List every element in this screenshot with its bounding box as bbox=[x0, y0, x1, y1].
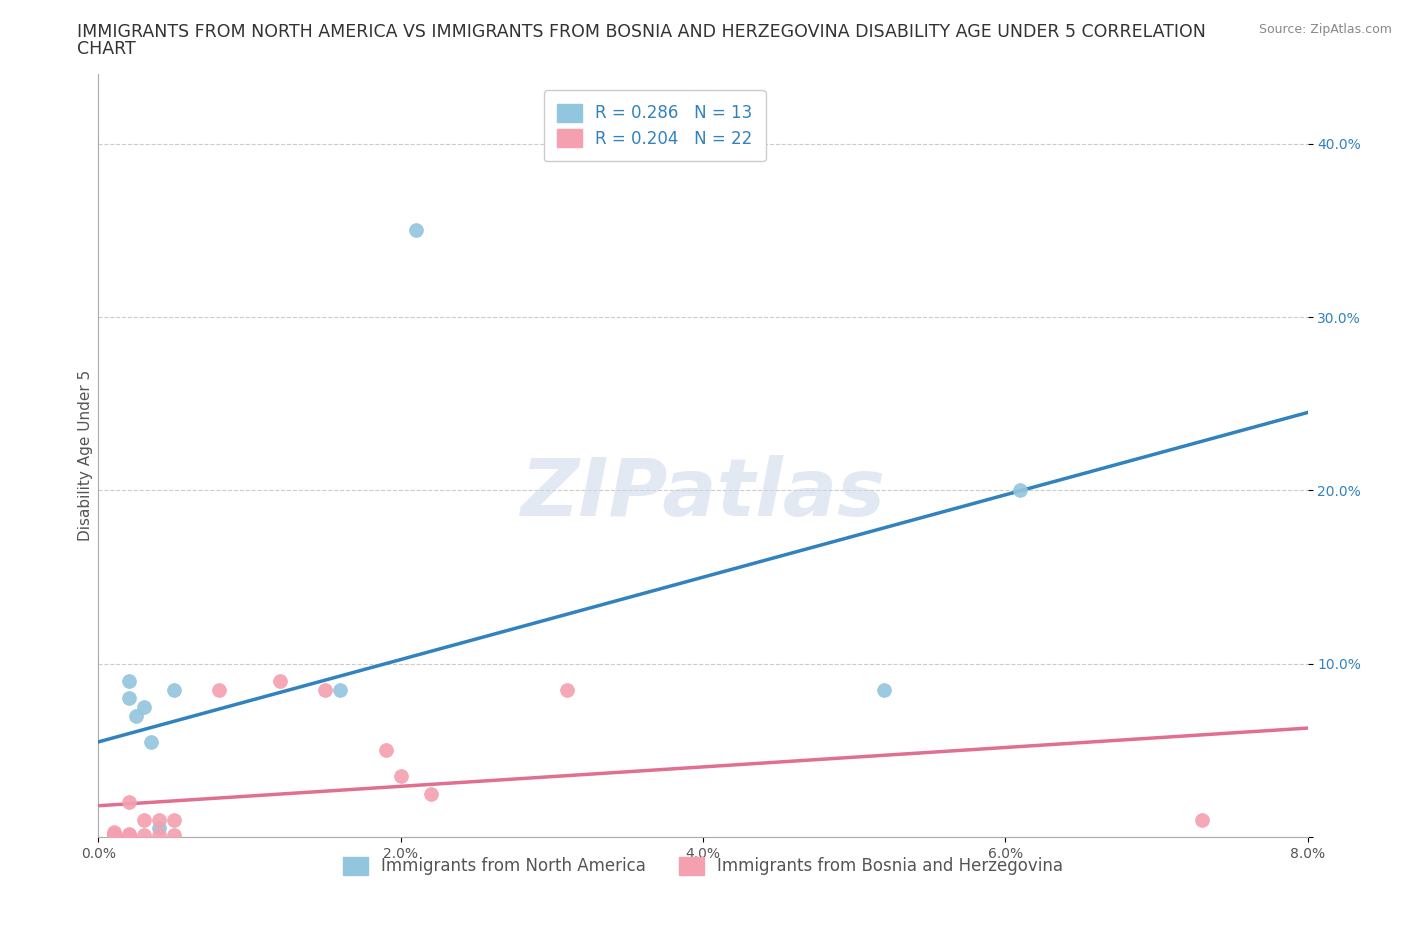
Point bbox=[118, 828, 141, 843]
Point bbox=[163, 683, 186, 698]
Text: ZIPatlas: ZIPatlas bbox=[520, 455, 886, 533]
Point bbox=[1010, 483, 1032, 498]
Point bbox=[374, 743, 396, 758]
Point bbox=[141, 735, 163, 750]
Point bbox=[132, 828, 155, 843]
Point bbox=[163, 812, 186, 827]
Point bbox=[1191, 812, 1213, 827]
Point bbox=[329, 683, 352, 698]
Y-axis label: Disability Age Under 5: Disability Age Under 5 bbox=[77, 370, 93, 541]
Point bbox=[269, 673, 291, 688]
Point bbox=[103, 828, 125, 843]
Point bbox=[148, 812, 170, 827]
Point bbox=[103, 828, 125, 843]
Text: CHART: CHART bbox=[77, 40, 136, 58]
Point bbox=[555, 683, 578, 698]
Point bbox=[163, 828, 186, 843]
Point bbox=[132, 699, 155, 714]
Point bbox=[103, 828, 125, 843]
Point bbox=[118, 673, 141, 688]
Point bbox=[103, 828, 125, 843]
Text: Source: ZipAtlas.com: Source: ZipAtlas.com bbox=[1258, 23, 1392, 36]
Legend: Immigrants from North America, Immigrants from Bosnia and Herzegovina: Immigrants from North America, Immigrant… bbox=[336, 850, 1070, 882]
Point bbox=[420, 786, 443, 801]
Point bbox=[103, 826, 125, 841]
Point bbox=[103, 826, 125, 841]
Point bbox=[118, 826, 141, 841]
Point bbox=[132, 812, 155, 827]
Point bbox=[148, 828, 170, 843]
Point bbox=[389, 769, 412, 784]
Point bbox=[118, 828, 141, 843]
Point bbox=[148, 821, 170, 836]
Point bbox=[405, 223, 427, 238]
Point bbox=[314, 683, 336, 698]
Text: IMMIGRANTS FROM NORTH AMERICA VS IMMIGRANTS FROM BOSNIA AND HERZEGOVINA DISABILI: IMMIGRANTS FROM NORTH AMERICA VS IMMIGRA… bbox=[77, 23, 1206, 41]
Point bbox=[125, 709, 148, 724]
Point bbox=[103, 824, 125, 839]
Point bbox=[873, 683, 896, 698]
Point bbox=[118, 691, 141, 706]
Point bbox=[118, 795, 141, 810]
Point bbox=[208, 683, 231, 698]
